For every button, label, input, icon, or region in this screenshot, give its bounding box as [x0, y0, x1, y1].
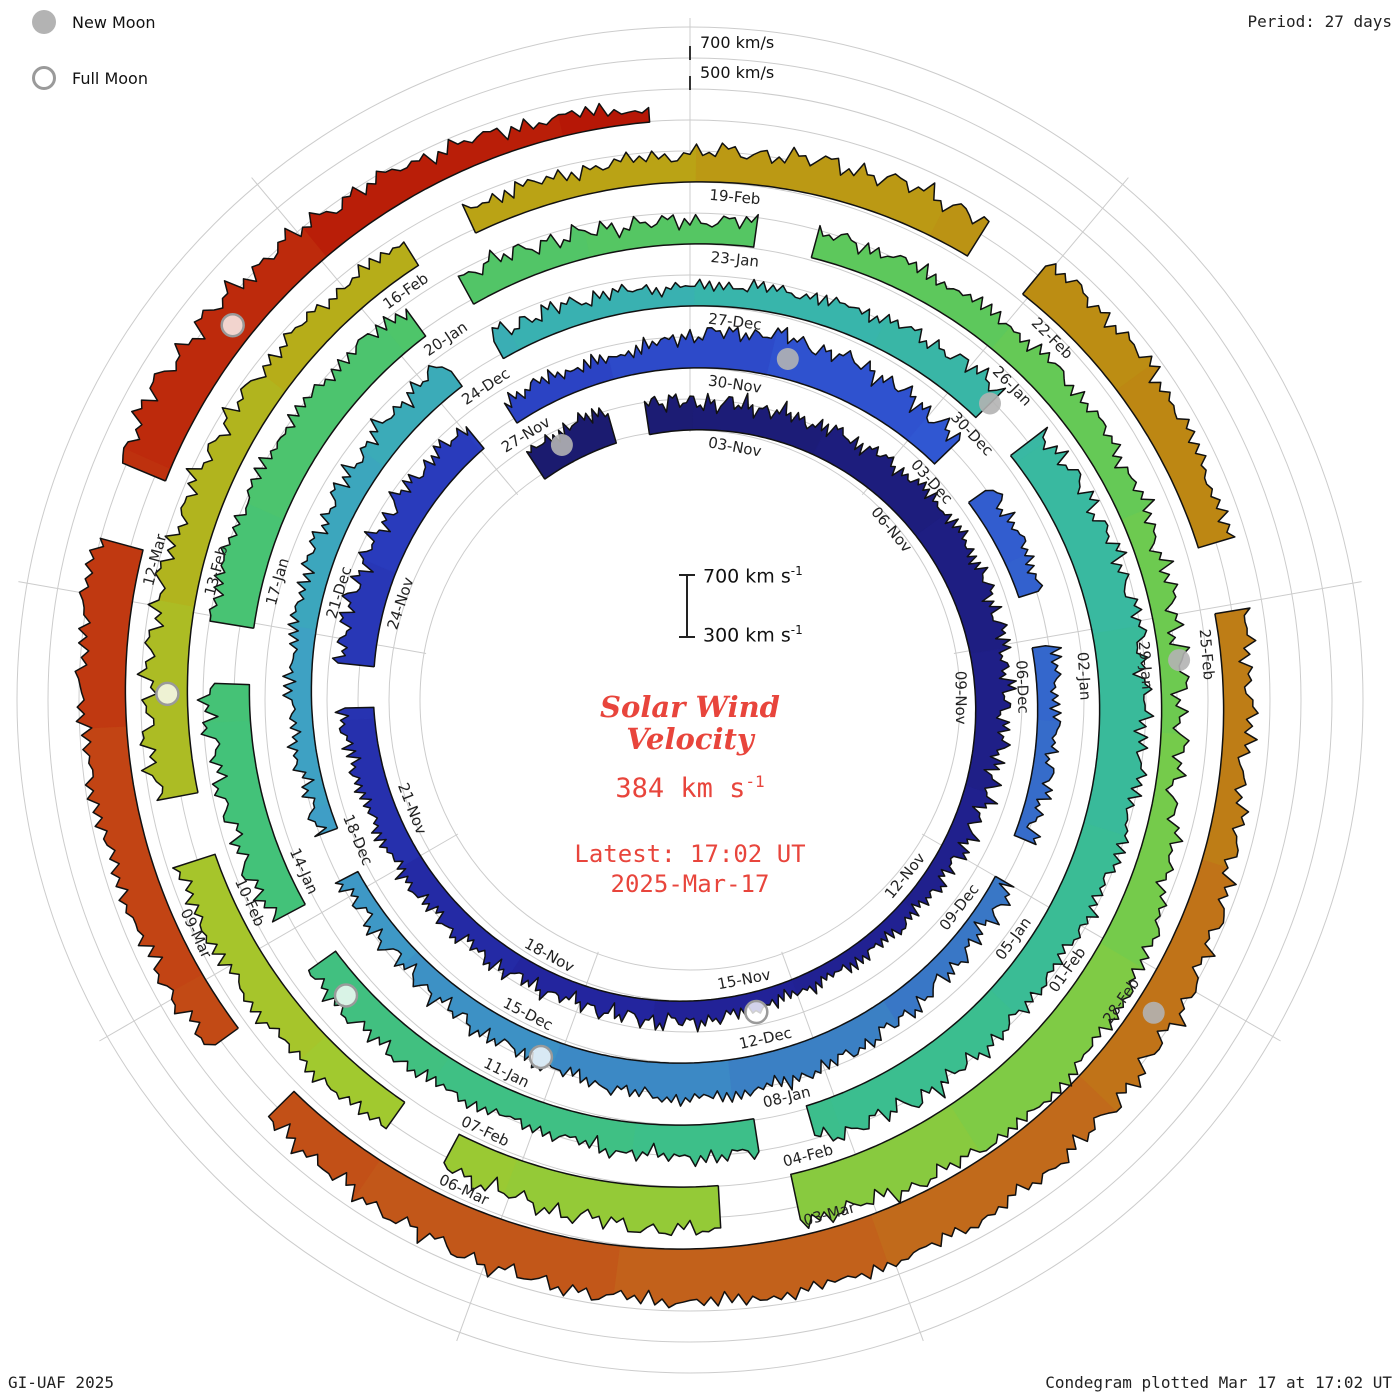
full-moon-marker: [220, 312, 245, 338]
band-outline: [334, 870, 1015, 1107]
full-moon-marker: [333, 983, 359, 1008]
period-label: Period: 27 days: [1247, 12, 1393, 31]
scalebar-top-label: 700 km s-1: [703, 564, 803, 588]
full-moon-marker: [744, 999, 769, 1025]
center-scale-bar: [679, 574, 695, 638]
new-moon-marker: [979, 392, 1001, 415]
date-label: 29-Jan: [1135, 640, 1157, 690]
date-label: 30-Nov: [707, 372, 763, 397]
latest-date-label: 2025-Mar-17: [610, 869, 770, 898]
band-outline: [196, 682, 306, 923]
velocity-band-outlines: [74, 102, 1259, 1309]
band-outline: [967, 489, 1044, 599]
date-label: 20-Jan: [420, 318, 470, 360]
new-moon-label: New Moon: [72, 12, 156, 32]
date-label: 08-Jan: [761, 1083, 812, 1112]
band-outline: [307, 950, 760, 1168]
date-label: 19-Feb: [709, 186, 761, 208]
chart-title-line1: Solar Wind: [600, 690, 780, 724]
date-label: 24-Dec: [458, 364, 513, 408]
date-label: 09-Nov: [952, 671, 970, 725]
band-outline: [74, 537, 239, 1046]
full-moon-marker: [155, 681, 180, 707]
spoke-line: [781, 951, 924, 1342]
band-outline: [503, 326, 962, 465]
new-moon-marker: [1142, 1001, 1165, 1024]
date-label: 06-Dec: [1012, 660, 1032, 714]
band-outline: [136, 241, 420, 802]
legend-new-moon: New Moon: [32, 10, 156, 34]
credit-label: GI-UAF 2025: [8, 1373, 114, 1392]
band-fill: [631, 1118, 760, 1168]
outer-scale-700: 700 km/s: [700, 33, 775, 52]
spoke-line: [456, 951, 599, 1342]
band-fill: [791, 900, 920, 996]
band-outline: [1022, 263, 1236, 549]
full-moon-marker: [528, 1044, 554, 1070]
outer-scale-500: 500 km/s: [700, 63, 775, 82]
center-annotation: Solar Wind Velocity 384 km s-1 Latest: 1…: [574, 690, 806, 898]
legend-full-moon: Full Moon: [32, 66, 148, 90]
band-outline: [491, 278, 1007, 419]
latest-velocity-value: 384 km s-1: [615, 771, 765, 804]
full-moon-icon: [32, 66, 56, 90]
scalebar-bottom-label: 300 km s-1: [703, 623, 803, 647]
band-outline: [1013, 645, 1063, 846]
date-label: 23-Jan: [710, 248, 760, 271]
date-label: 18-Dec: [339, 812, 376, 868]
plotted-label: Condegram plotted Mar 17 at 17:02 UT: [1045, 1373, 1392, 1392]
new-moon-marker: [776, 348, 799, 370]
band-fill: [74, 537, 144, 729]
band-fill: [613, 1214, 888, 1309]
band-outline: [267, 607, 1259, 1309]
band-fill: [968, 490, 1029, 565]
full-moon-label: Full Moon: [72, 68, 148, 88]
band-fill: [551, 1042, 733, 1107]
band-fill: [644, 393, 694, 435]
spoke-line: [921, 833, 1281, 1042]
date-label: 25-Feb: [1196, 628, 1218, 680]
band-outline: [461, 142, 990, 257]
band-fill: [196, 683, 251, 723]
velocity-band-fills: [74, 102, 1259, 1309]
new-moon-icon: [32, 10, 56, 34]
band-fill: [504, 353, 615, 424]
band-outline: [443, 1133, 722, 1237]
band-outline: [172, 853, 406, 1130]
band-outline: [790, 224, 1191, 1230]
new-moon-marker: [1168, 649, 1191, 672]
band-outline: [208, 308, 427, 630]
new-moon-marker: [550, 434, 573, 456]
band-outline: [805, 426, 1155, 1142]
latest-time-label: Latest: 17:02 UT: [574, 839, 806, 868]
band-outline: [334, 392, 1017, 1033]
band-outline: [282, 364, 463, 838]
band-outline: [331, 426, 485, 668]
chart-title-line2: Velocity: [626, 721, 754, 756]
band-fill: [558, 102, 650, 137]
band-outline: [121, 102, 651, 482]
date-label: 02-Jan: [1074, 651, 1095, 700]
moon-markers: [155, 312, 1191, 1070]
band-outline: [457, 213, 759, 305]
